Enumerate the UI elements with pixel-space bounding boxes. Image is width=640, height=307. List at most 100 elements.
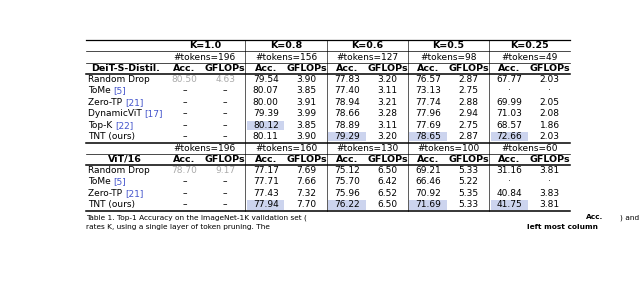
Text: 5.22: 5.22 [459,177,479,186]
Text: Acc.: Acc. [173,155,196,164]
Text: GFLOPs: GFLOPs [529,64,570,73]
Text: 80.00: 80.00 [253,98,278,107]
Text: 77.69: 77.69 [415,121,441,130]
Text: Table 1. Top-1 Accuracy on the ImageNet-1K validation set (: Table 1. Top-1 Accuracy on the ImageNet-… [86,214,307,221]
Text: 41.75: 41.75 [496,200,522,209]
Text: 5.35: 5.35 [458,189,479,198]
Text: [5]: [5] [113,177,126,186]
FancyBboxPatch shape [410,200,447,210]
Text: 71.69: 71.69 [415,200,441,209]
Text: 3.90: 3.90 [296,75,316,84]
Text: GFLOPs: GFLOPs [367,64,408,73]
Text: 66.46: 66.46 [415,177,441,186]
Text: 2.87: 2.87 [459,75,479,84]
FancyBboxPatch shape [410,132,447,142]
Text: 70.92: 70.92 [415,189,441,198]
Text: 80.50: 80.50 [172,75,198,84]
Text: Acc.: Acc. [255,155,277,164]
Text: DynamicViT: DynamicViT [88,109,145,118]
Text: DeiT-S-Distil.: DeiT-S-Distil. [91,64,159,73]
Text: left most column: left most column [527,224,598,230]
FancyBboxPatch shape [247,121,284,130]
FancyBboxPatch shape [247,200,284,210]
Text: Random Drop: Random Drop [88,166,150,175]
Text: ToMe: ToMe [88,86,113,95]
Text: 3.20: 3.20 [378,132,397,141]
Text: ·: · [548,86,551,95]
Text: –: – [182,177,187,186]
Text: 3.81: 3.81 [540,200,560,209]
Text: #tokens=100: #tokens=100 [417,144,479,153]
Text: –: – [223,109,227,118]
Text: 77.40: 77.40 [334,86,360,95]
Text: 3.21: 3.21 [378,98,397,107]
Text: 7.66: 7.66 [296,177,316,186]
Text: 3.91: 3.91 [296,98,316,107]
Text: 78.70: 78.70 [172,166,198,175]
Text: 2.75: 2.75 [459,86,479,95]
Text: Acc.: Acc. [498,155,520,164]
Text: 3.99: 3.99 [296,109,316,118]
Text: –: – [182,200,187,209]
Text: #tokens=49: #tokens=49 [501,52,557,61]
Text: GFLOPs: GFLOPs [286,64,326,73]
Text: #tokens=160: #tokens=160 [255,144,317,153]
Text: 80.11: 80.11 [253,132,278,141]
FancyBboxPatch shape [328,200,365,210]
Text: Acc.: Acc. [586,214,604,220]
Text: 2.03: 2.03 [540,75,560,84]
Text: 78.65: 78.65 [415,132,441,141]
Text: ·: · [508,86,511,95]
Text: –: – [223,98,227,107]
Text: 9.17: 9.17 [215,166,236,175]
Text: –: – [182,132,187,141]
Text: –: – [223,86,227,95]
Text: 79.39: 79.39 [253,109,278,118]
Text: [5]: [5] [113,86,126,95]
Text: 2.88: 2.88 [459,98,479,107]
Text: 3.85: 3.85 [296,121,316,130]
Text: –: – [223,177,227,186]
Text: 2.05: 2.05 [540,98,560,107]
Text: 2.08: 2.08 [540,109,560,118]
Text: 3.28: 3.28 [378,109,397,118]
Text: 6.42: 6.42 [378,177,397,186]
Text: 2.94: 2.94 [459,109,479,118]
Text: #tokens=98: #tokens=98 [420,52,477,61]
Text: 78.89: 78.89 [334,121,360,130]
Text: 2.75: 2.75 [459,121,479,130]
Text: –: – [223,200,227,209]
Text: 6.50: 6.50 [378,200,397,209]
Text: Acc.: Acc. [255,64,277,73]
Text: 79.54: 79.54 [253,75,278,84]
FancyBboxPatch shape [490,200,528,210]
Text: 3.83: 3.83 [540,189,560,198]
Text: 3.90: 3.90 [296,132,316,141]
Text: Top-K: Top-K [88,121,115,130]
Text: 67.77: 67.77 [496,75,522,84]
Text: –: – [182,121,187,130]
Text: 68.57: 68.57 [496,121,522,130]
Text: 3.85: 3.85 [296,86,316,95]
Text: ·: · [548,177,551,186]
Text: TNT (ours): TNT (ours) [88,200,135,209]
Text: 3.11: 3.11 [378,121,397,130]
Text: ViT/16: ViT/16 [108,155,142,164]
Text: 7.70: 7.70 [296,200,316,209]
Text: K=0.8: K=0.8 [270,41,302,50]
Text: GFLOPs: GFLOPs [448,155,489,164]
Text: 78.66: 78.66 [334,109,360,118]
Text: Acc.: Acc. [417,155,439,164]
Text: [22]: [22] [115,121,133,130]
Text: 77.74: 77.74 [415,98,441,107]
Text: GFLOPs: GFLOPs [529,155,570,164]
Text: Zero-TP: Zero-TP [88,98,125,107]
Text: 6.52: 6.52 [378,189,397,198]
Text: ) and computational cost (GFLOPs) across methods for differing keep: ) and computational cost (GFLOPs) across… [620,214,640,221]
Text: K=1.0: K=1.0 [189,41,221,50]
Text: 31.16: 31.16 [496,166,522,175]
Text: #tokens=60: #tokens=60 [501,144,557,153]
Text: Acc.: Acc. [498,64,520,73]
Text: 73.13: 73.13 [415,86,441,95]
Text: 69.99: 69.99 [496,98,522,107]
